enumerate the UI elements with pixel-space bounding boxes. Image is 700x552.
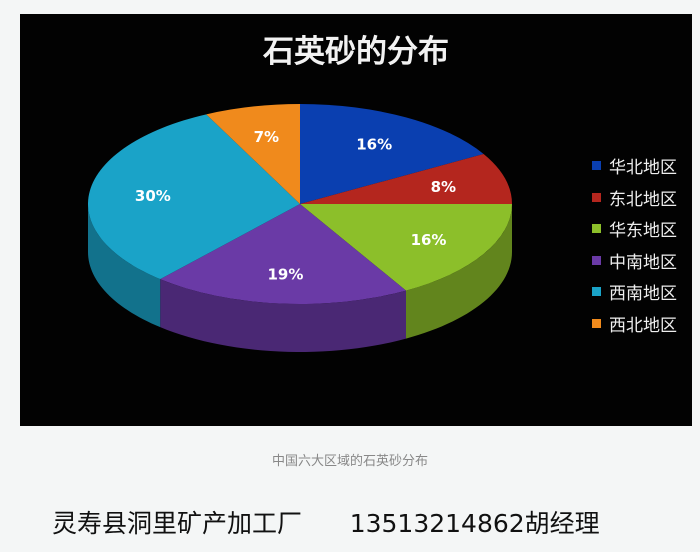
pie-slice-2 [300, 204, 512, 291]
chart-panel: 16% 8% 16% 19% 30% 7% [20, 14, 692, 426]
contact: 13513214862胡经理 [349, 509, 600, 538]
data-label: 8% [431, 178, 456, 196]
pie-chart: 16% 8% 16% 19% 30% 7% [88, 104, 512, 352]
slice-side-2 [406, 204, 512, 339]
data-label: 30% [135, 187, 171, 205]
legend-label: 华东地区 [609, 221, 677, 242]
legend-swatch [592, 255, 601, 265]
legend-label: 西北地区 [609, 315, 677, 336]
legend-item: 华北地区 [592, 150, 677, 182]
legend-item: 华东地区 [592, 213, 677, 245]
data-label: 16% [356, 135, 392, 153]
legend-swatch [592, 318, 601, 328]
legend-label: 华北地区 [609, 158, 677, 179]
pie-slice-1 [300, 154, 512, 204]
company-name: 灵寿县洞里矿产加工厂 [52, 509, 303, 538]
legend-label: 中南地区 [609, 252, 677, 273]
chart-title: 石英砂的分布 [263, 34, 449, 70]
legend: 华北地区东北地区华东地区中南地区西南地区西北地区 [592, 150, 677, 339]
slice-side-3 [160, 279, 406, 352]
legend-item: 西南地区 [592, 276, 677, 308]
pie-slice-5 [206, 104, 300, 204]
slice-side-4 [88, 204, 161, 328]
data-label: 16% [411, 231, 447, 249]
pie-slice-4 [88, 114, 301, 280]
footer: 灵寿县洞里矿产加工厂 13513214862胡经理 [52, 504, 600, 540]
legend-label: 东北地区 [609, 189, 677, 210]
legend-swatch [592, 224, 601, 234]
legend-swatch [592, 287, 601, 297]
data-label: 19% [268, 266, 304, 284]
legend-swatch [592, 161, 601, 171]
pie-slice-0 [300, 104, 484, 204]
legend-item: 东北地区 [592, 182, 677, 214]
legend-item: 西北地区 [592, 308, 677, 340]
legend-item: 中南地区 [592, 245, 677, 277]
caption: 中国六大区域的石英砂分布 [271, 454, 428, 469]
legend-label: 西南地区 [609, 284, 677, 305]
legend-swatch [592, 192, 601, 202]
pie-slice-3 [160, 204, 406, 304]
data-label: 7% [254, 128, 279, 146]
